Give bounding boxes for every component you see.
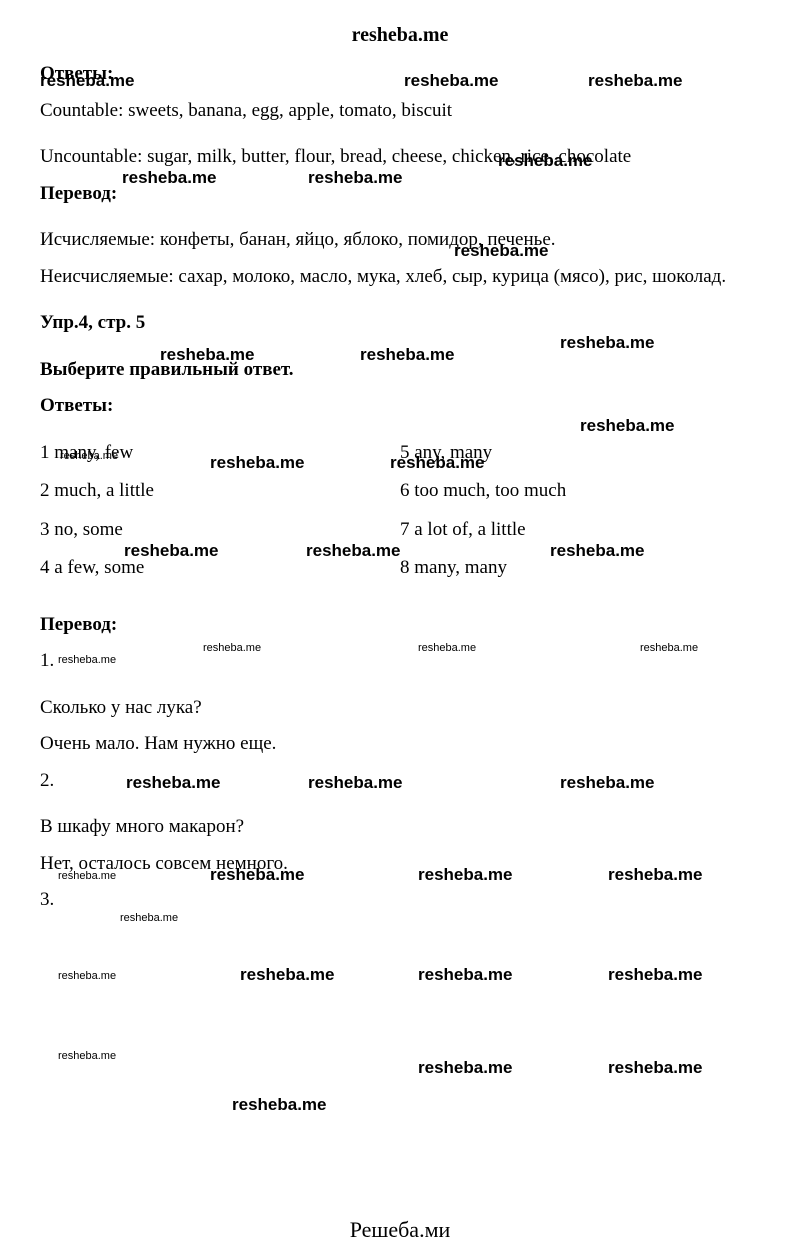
header-watermark: resheba.me [40,20,760,50]
translation-item: Очень мало. Нам нужно еще. [40,730,760,759]
translation-item: Нет, осталось совсем немного. [40,850,760,879]
footer-watermark: Решеба.ми [0,1213,800,1246]
answer-item: 5 any, many [400,439,760,468]
watermark-text: resheba.me [608,962,703,988]
answer-item: 1 many, few [40,439,400,468]
watermark-text: resheba.me [418,962,513,988]
answers-heading-2: Ответы: [40,392,760,421]
answers-columns: 1 many, few 2 much, a little 3 no, some … [40,429,760,593]
answer-item: 8 many, many [400,554,760,583]
watermark-text-small: resheba.me [58,968,116,985]
answer-item: 4 a few, some [40,554,400,583]
translation-item: В шкафу много макарон? [40,813,760,842]
answers-heading: Ответы: [40,60,760,89]
answers-col-1: 1 many, few 2 much, a little 3 no, some … [40,429,400,593]
exercise-heading: Упр.4, стр. 5 [40,309,760,338]
translation-item: Сколько у нас лука? [40,694,760,723]
translation-heading-2: Перевод: [40,611,760,640]
uncountable-ru: Неисчисляемые: сахар, молоко, масло, мук… [40,263,760,292]
watermark-text: resheba.me [240,962,335,988]
watermark-text: resheba.me [418,1055,513,1081]
uncountable-line: Uncountable: sugar, milk, butter, flour,… [40,143,760,172]
translation-heading-1: Перевод: [40,180,760,209]
watermark-text-small: resheba.me [58,1048,116,1065]
countable-line: Countable: sweets, banana, egg, apple, t… [40,97,760,126]
answer-item: 2 much, a little [40,477,400,506]
translation-item: 3. [40,886,760,915]
exercise-instruction: Выберите правильный ответ. [40,356,760,385]
translation-item: 1. [40,647,760,676]
countable-ru: Исчисляемые: конфеты, банан, яйцо, яблок… [40,226,760,255]
answer-item: 7 a lot of, a little [400,516,760,545]
watermark-text: resheba.me [608,1055,703,1081]
translation-item: 2. [40,767,760,796]
watermark-text: resheba.me [232,1092,327,1118]
answer-item: 6 too much, too much [400,477,760,506]
answer-item: 3 no, some [40,516,400,545]
answers-col-2: 5 any, many 6 too much, too much 7 a lot… [400,429,760,593]
